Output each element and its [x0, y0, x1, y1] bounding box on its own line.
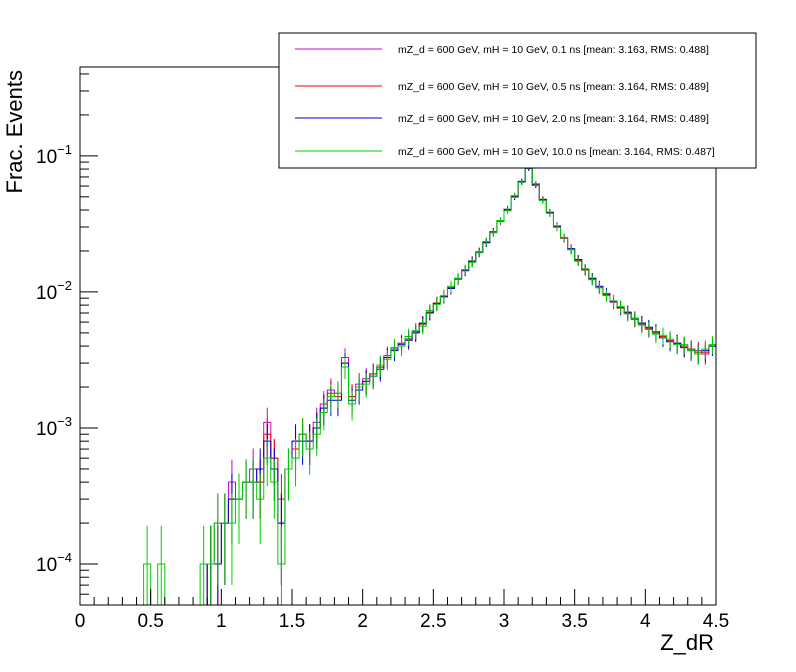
y-tick-exponent: −3 [57, 414, 72, 429]
x-tick-label: 0.5 [137, 611, 163, 632]
y-axis-title: Frac. Events [2, 70, 27, 193]
y-tick-exponent: −2 [57, 278, 72, 293]
y-tick-base: 10 [36, 147, 57, 168]
x-tick-label: 4.5 [703, 611, 729, 632]
x-tick-label: 1.5 [279, 611, 305, 632]
y-axis: 10−410−310−210−1 [36, 73, 98, 606]
x-axis-title: Z_dR [660, 630, 714, 655]
y-tick-exponent: −4 [57, 550, 72, 565]
y-tick-label: 10−2 [36, 278, 72, 304]
y-tick-base: 10 [36, 283, 57, 304]
legend-label: mZ_d = 600 GeV, mH = 10 GeV, 0.5 ns [mea… [398, 81, 709, 93]
y-tick-label: 10−4 [36, 550, 72, 576]
legend-label: mZ_d = 600 GeV, mH = 10 GeV, 2.0 ns [mea… [398, 113, 709, 125]
series-line [80, 166, 716, 606]
y-tick-base: 10 [36, 555, 57, 576]
x-tick-label: 3.5 [561, 611, 587, 632]
x-tick-label: 0 [75, 611, 86, 632]
x-tick-label: 2 [357, 611, 368, 632]
x-tick-label: 1 [216, 611, 227, 632]
x-tick-label: 2.5 [420, 611, 446, 632]
series-3 [80, 164, 716, 606]
x-axis: 0 0.5 1 1.5 2 2.5 3 3.5 4 4.5 [75, 589, 729, 632]
y-tick-exponent: −1 [57, 142, 72, 157]
legend-label: mZ_d = 600 GeV, mH = 10 GeV, 0.1 ns [mea… [398, 44, 709, 56]
y-tick-label: 10−3 [36, 414, 72, 440]
y-tick-label: 10−1 [36, 142, 72, 168]
legend-box [278, 32, 757, 169]
x-tick-label: 3 [499, 611, 510, 632]
legend: mZ_d = 600 GeV, mH = 10 GeV, 0.1 ns [mea… [278, 32, 757, 169]
legend-label: mZ_d = 600 GeV, mH = 10 GeV, 10.0 ns [me… [398, 146, 715, 158]
x-tick-label: 4 [640, 611, 651, 632]
series-layer [80, 164, 716, 606]
y-tick-base: 10 [36, 419, 57, 440]
